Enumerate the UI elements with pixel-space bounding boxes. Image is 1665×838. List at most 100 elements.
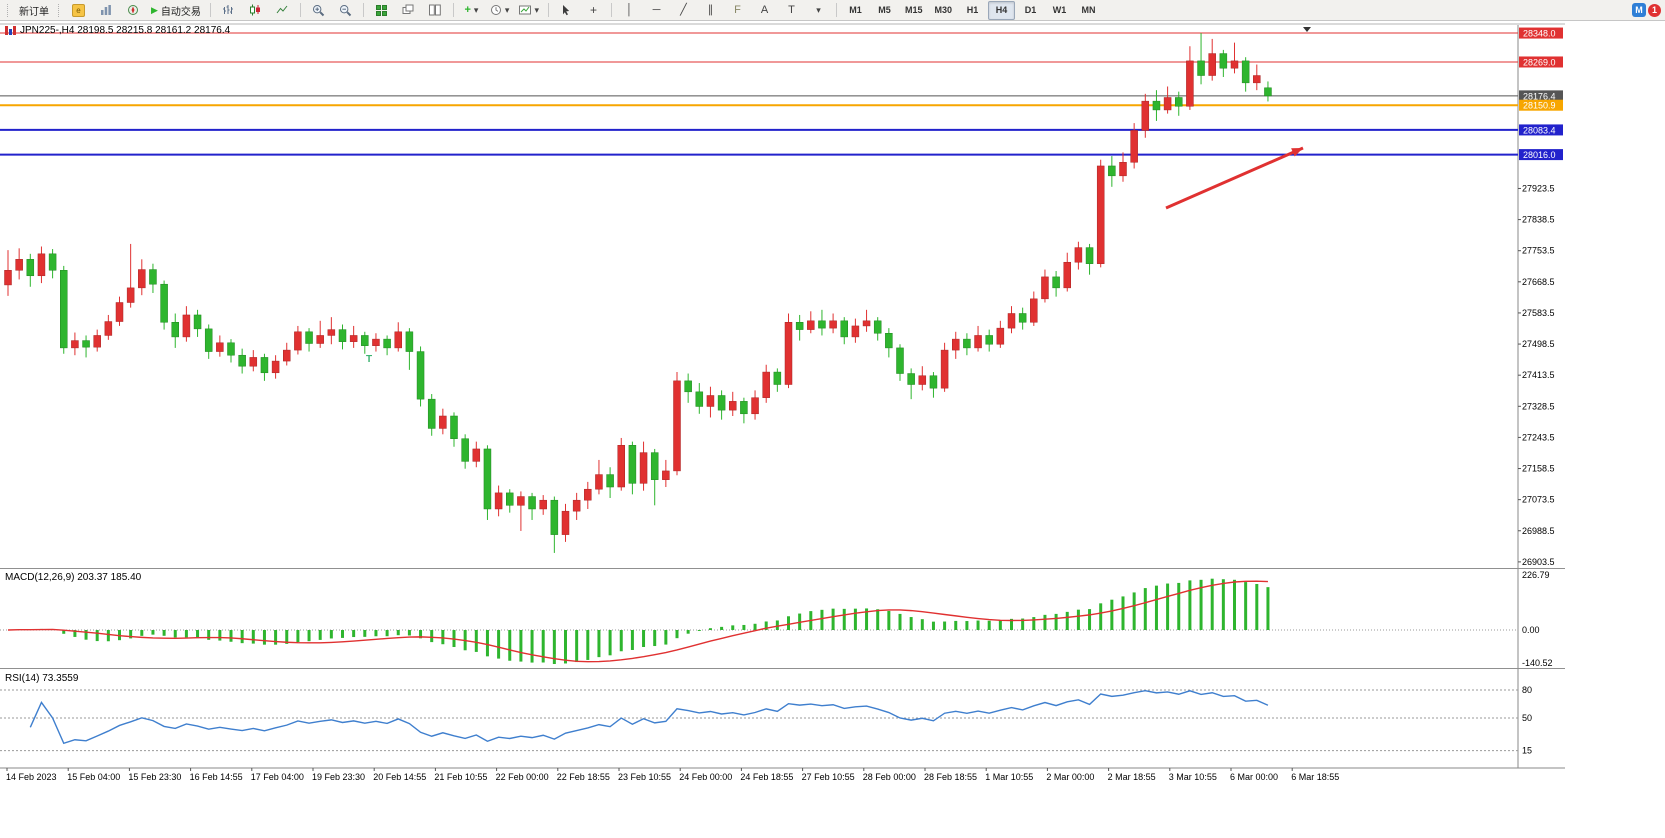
- chevron-down-icon: ▾: [816, 4, 821, 15]
- horizontal-line-icon: ─: [652, 3, 661, 16]
- template-icon: [519, 5, 532, 15]
- template-dropdown[interactable]: ▾: [515, 1, 543, 20]
- tile-windows-icon: [375, 4, 387, 16]
- cursor-button[interactable]: [554, 1, 579, 20]
- add-indicator-dropdown[interactable]: + ▾: [459, 1, 484, 20]
- add-icon: +: [464, 3, 471, 16]
- time-tick-label: 15 Feb 04:00: [67, 772, 120, 782]
- zoom-in-button[interactable]: [306, 1, 331, 20]
- shapes-dropdown[interactable]: ▾: [806, 1, 831, 20]
- toolbar-separator: [547, 3, 549, 17]
- market-watch-button[interactable]: [93, 1, 118, 20]
- time-tick-label: 1 Mar 10:55: [985, 772, 1033, 782]
- navigator-button[interactable]: [120, 1, 145, 20]
- fibonacci-icon: F: [734, 3, 741, 16]
- auto-trading-button[interactable]: ▶ 自动交易: [147, 1, 205, 20]
- price-tick-label: 27753.5: [1522, 246, 1555, 256]
- trendline-icon: ╱: [680, 3, 687, 16]
- cascade-windows-button[interactable]: [396, 1, 421, 20]
- candles: [4, 33, 1272, 553]
- macd-histogram: [17, 578, 1270, 664]
- price-label-box: [1519, 124, 1563, 136]
- timeframe-h4-button[interactable]: H4: [988, 0, 1016, 20]
- rsi-label: RSI(14) 73.3559: [5, 673, 79, 684]
- channel-icon: ∥: [707, 3, 714, 16]
- price-tick-label: 27668.5: [1522, 277, 1555, 287]
- chart-title-text: JPN225-,H4 28198.5 28215.8 28161.2 28176…: [20, 25, 231, 36]
- time-tick-label: 27 Feb 10:55: [802, 772, 855, 782]
- toolbar-drag-handle[interactable]: [7, 3, 10, 17]
- time-tick-label: 22 Feb 00:00: [496, 772, 549, 782]
- timeframe-m5-button[interactable]: M5: [878, 5, 891, 15]
- timeframe-m15-button[interactable]: M15: [904, 5, 923, 15]
- vertical-line-icon: │: [626, 3, 633, 16]
- toolbar-separator: [835, 3, 837, 17]
- macd-label: MACD(12,26,9) 203.37 185.40: [5, 572, 142, 583]
- auto-trading-play-icon: ▶: [151, 4, 158, 15]
- chart-window-icon: [5, 26, 16, 35]
- timeframe-mn-button[interactable]: MN: [1081, 5, 1096, 15]
- metaeditor-button[interactable]: e: [66, 1, 91, 20]
- candlestick-icon: [250, 4, 261, 16]
- price-label-text: 28176.4: [1523, 91, 1556, 101]
- rsi-level-label: 80: [1522, 685, 1532, 695]
- timeframe-m1-button[interactable]: M1: [849, 5, 862, 15]
- community-icon-button[interactable]: M: [1632, 3, 1646, 17]
- toolbar-drag-handle[interactable]: [58, 3, 61, 17]
- price-label-text: 28348.0: [1523, 29, 1556, 39]
- zoom-out-button[interactable]: [333, 1, 358, 20]
- text-tool-icon: A: [760, 3, 769, 16]
- time-tick-label: 6 Mar 00:00: [1230, 772, 1278, 782]
- notifications-badge[interactable]: 1: [1648, 3, 1661, 17]
- label-tool-icon: T: [788, 3, 795, 16]
- cursor-arrow-icon: [563, 5, 570, 16]
- time-tick-label: 2 Mar 00:00: [1046, 772, 1094, 782]
- horizontal-line-tool-button[interactable]: ─: [644, 1, 669, 20]
- main-toolbar: 新订单 e ▶ 自动交易: [0, 0, 1665, 21]
- macd-axis-label: -140.52: [1522, 658, 1553, 668]
- price-tick-label: 27073.5: [1522, 495, 1555, 505]
- macd-signal-line: [7, 580, 1268, 663]
- price-tick-label: 27158.5: [1522, 464, 1555, 474]
- macd-axis-label: 0.00: [1522, 625, 1540, 635]
- price-chart[interactable]: 27923.5 27838.5 27753.5 27668.5 27583.5 27498…: [0, 21, 1665, 838]
- timeframe-w1-button[interactable]: W1: [1052, 5, 1067, 15]
- timeframe-d1-button[interactable]: D1: [1024, 5, 1037, 15]
- line-chart-button[interactable]: [270, 1, 295, 20]
- tile-windows-button[interactable]: [369, 1, 394, 20]
- text-tool-button[interactable]: A: [752, 1, 777, 20]
- new-order-label: 新订单: [19, 6, 49, 18]
- tile-vertically-button[interactable]: [423, 1, 448, 20]
- fibonacci-tool-button[interactable]: F: [725, 1, 750, 20]
- time-tick-label: 19 Feb 23:30: [312, 772, 365, 782]
- trend-arrow[interactable]: [1165, 146, 1304, 210]
- timeframe-h1-button[interactable]: H1: [966, 5, 979, 15]
- toolbar-separator: [610, 3, 612, 17]
- price-label-text: 28269.0: [1523, 57, 1556, 67]
- vertical-line-tool-button[interactable]: │: [617, 1, 642, 20]
- text-label-annotation[interactable]: T: [366, 354, 372, 365]
- new-order-button[interactable]: 新订单: [15, 1, 53, 20]
- price-tick-label: 26903.5: [1522, 557, 1555, 567]
- chart-shift-marker-icon[interactable]: [1303, 27, 1311, 32]
- label-tool-button[interactable]: T: [779, 1, 804, 20]
- chevron-down-icon: ▾: [473, 4, 479, 15]
- price-tick-label: 27413.5: [1522, 370, 1555, 380]
- time-tick-label: 22 Feb 18:55: [557, 772, 610, 782]
- channel-tool-button[interactable]: ∥: [698, 1, 723, 20]
- chart-title-bar: JPN225-,H4 28198.5 28215.8 28161.2 28176…: [5, 25, 230, 36]
- period-dropdown[interactable]: ▾: [486, 1, 514, 20]
- time-tick-label: 28 Feb 00:00: [863, 772, 916, 782]
- timeframe-m30-button[interactable]: M30: [934, 5, 953, 15]
- price-axis: 27923.5 27838.5 27753.5 27668.5 27583.5 27498…: [1518, 27, 1563, 567]
- crosshair-icon: +: [589, 3, 597, 17]
- crosshair-button[interactable]: +: [581, 1, 606, 20]
- time-tick-label: 3 Mar 10:55: [1169, 772, 1217, 782]
- candlestick-chart-button[interactable]: [243, 1, 268, 20]
- chevron-down-icon: ▾: [534, 4, 539, 15]
- metaeditor-icon: e: [72, 3, 85, 17]
- trendline-tool-button[interactable]: ╱: [671, 1, 696, 20]
- bar-chart-button[interactable]: [216, 1, 241, 20]
- price-tick-label: 27923.5: [1522, 183, 1555, 193]
